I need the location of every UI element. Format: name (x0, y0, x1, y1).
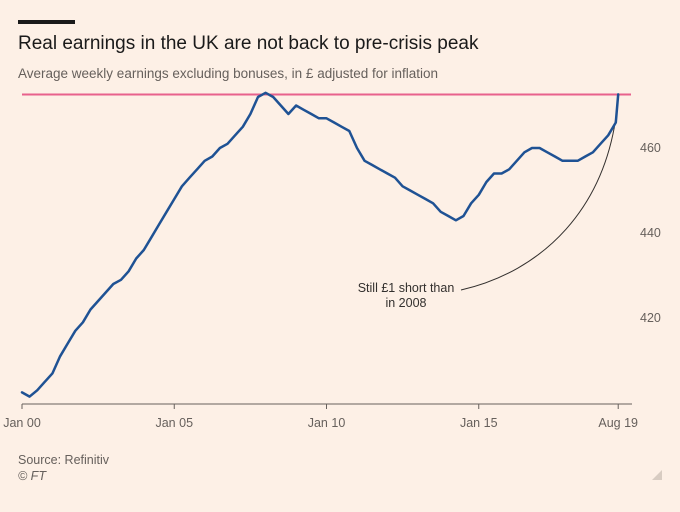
x-tick-label-1: Jan 05 (155, 416, 193, 430)
copyright-note: © FT (18, 469, 46, 483)
ft-title-rule (18, 20, 75, 24)
annotation-connector (460, 96, 619, 291)
x-tick-label-3: Jan 15 (460, 416, 498, 430)
earnings-series-line (20, 91, 620, 398)
chart-title: Real earnings in the UK are not back to … (18, 33, 479, 54)
y-tick-label-460: 460 (640, 141, 661, 155)
chart-subtitle: Average weekly earnings excluding bonuse… (18, 66, 439, 81)
y-tick-label-420: 420 (640, 311, 661, 325)
resize-handle-icon[interactable] (652, 470, 662, 480)
y-tick-label-440: 440 (640, 226, 661, 240)
x-tick-label-2: Jan 10 (308, 416, 346, 430)
x-tick-label-0: Jan 00 (3, 416, 41, 430)
annotation-line-2: in 2008 (385, 296, 426, 310)
source-note: Source: Refinitiv (18, 453, 110, 467)
annotation-line-1: Still £1 short than (358, 281, 455, 295)
x-tick-label-4: Aug 19 (598, 416, 638, 430)
